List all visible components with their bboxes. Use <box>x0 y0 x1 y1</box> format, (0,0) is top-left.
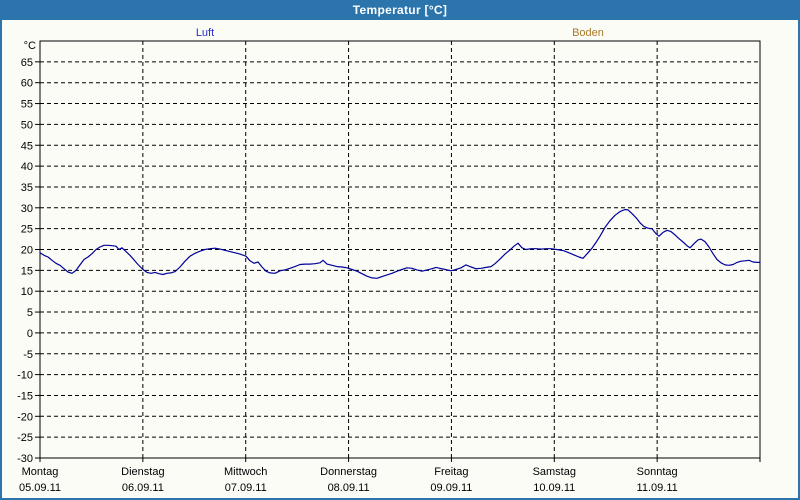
y-tick-label: 40 <box>21 161 33 173</box>
y-tick-label: 30 <box>21 203 33 215</box>
y-tick-label: -5 <box>23 349 33 361</box>
x-axis-day-label: Samstag <box>533 466 576 478</box>
y-tick-label: 15 <box>21 265 33 277</box>
y-tick-label: 55 <box>21 99 33 111</box>
y-tick-label: 65 <box>21 57 33 69</box>
y-axis-unit-label: °C <box>24 40 36 52</box>
y-tick-label: -25 <box>17 432 33 444</box>
legend-label-boden: Boden <box>572 27 604 39</box>
y-tick-label: -30 <box>17 453 33 465</box>
x-axis-date-label: 10.09.11 <box>533 482 575 494</box>
y-tick-label: 50 <box>21 119 33 131</box>
series-curve-luft <box>39 208 761 279</box>
y-tick-label: -10 <box>17 370 33 382</box>
plot-frame <box>39 40 761 459</box>
y-tick-label: 60 <box>21 78 33 90</box>
y-tick-label: -20 <box>17 411 33 423</box>
y-tick-label: 20 <box>21 245 33 257</box>
x-axis-day-label: Montag <box>22 466 59 478</box>
x-axis-date-label: 09.09.11 <box>430 482 472 494</box>
x-axis-date-label: 07.09.11 <box>225 482 267 494</box>
x-axis-date-label: 08.09.11 <box>328 482 370 494</box>
y-tick-label: 35 <box>21 182 33 194</box>
y-tick-label: -15 <box>17 390 33 402</box>
x-axis-date-label: 06.09.11 <box>122 482 164 494</box>
x-axis-day-label: Sonntag <box>637 466 678 478</box>
x-axis-date-label: 05.09.11 <box>19 482 61 494</box>
y-tick-label: 45 <box>21 140 33 152</box>
window-title: Temperatur [°C] <box>352 3 448 17</box>
window-titlebar: Temperatur [°C] <box>0 0 800 20</box>
x-axis-day-label: Donnerstag <box>320 466 377 478</box>
y-tick-label: 5 <box>27 307 33 319</box>
legend-label-luft: Luft <box>196 27 214 39</box>
x-axis-day-label: Freitag <box>434 466 468 478</box>
x-axis-date-label: 11.09.11 <box>637 482 678 494</box>
y-tick-label: 10 <box>21 286 33 298</box>
y-tick-label: 25 <box>21 224 33 236</box>
x-axis-day-label: Dienstag <box>121 466 164 478</box>
x-axis-day-label: Mittwoch <box>224 466 267 478</box>
y-tick-label: 0 <box>27 328 33 340</box>
